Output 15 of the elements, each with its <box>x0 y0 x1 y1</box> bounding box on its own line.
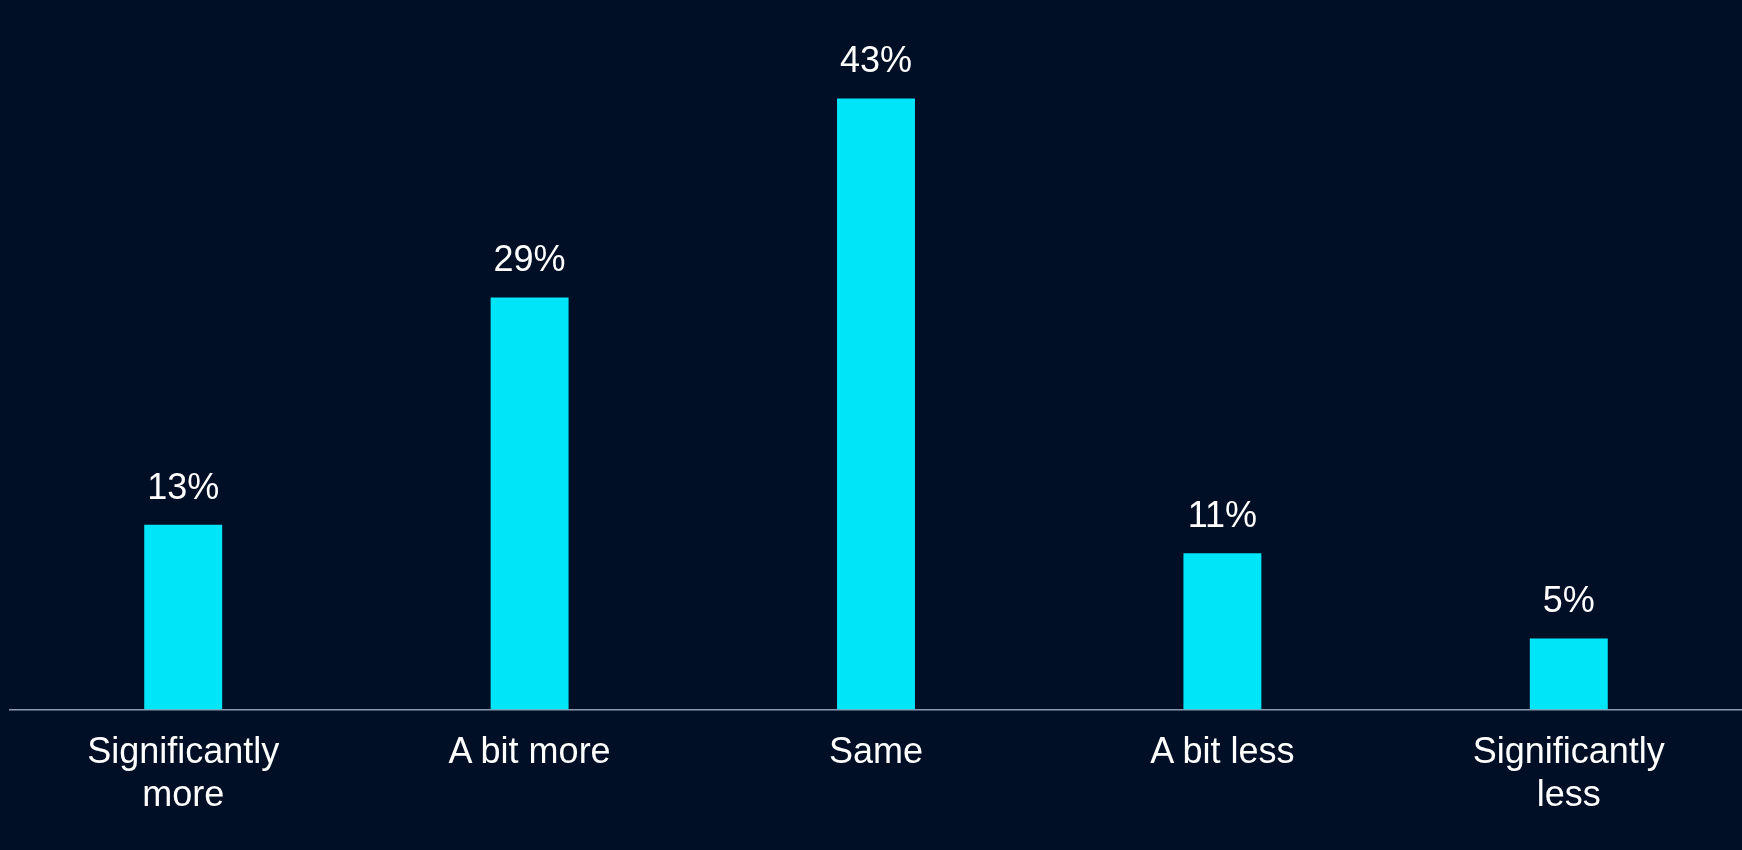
bar <box>490 297 569 710</box>
x-tick-label: A bit less <box>1150 730 1295 772</box>
bar <box>1183 553 1262 710</box>
data-label: 5% <box>1542 579 1595 621</box>
bar <box>837 98 915 710</box>
bar <box>144 524 223 710</box>
data-label: 29% <box>493 238 566 280</box>
data-label: 11% <box>1187 494 1258 536</box>
x-tick-label: Significantly less <box>1472 730 1665 815</box>
x-tick-label: Same <box>828 730 924 772</box>
data-label: 43% <box>839 39 913 81</box>
bar <box>1529 638 1608 710</box>
x-tick-label: A bit more <box>448 730 611 772</box>
x-tick-label: Significantly more <box>87 730 280 815</box>
data-label: 13% <box>147 465 220 507</box>
